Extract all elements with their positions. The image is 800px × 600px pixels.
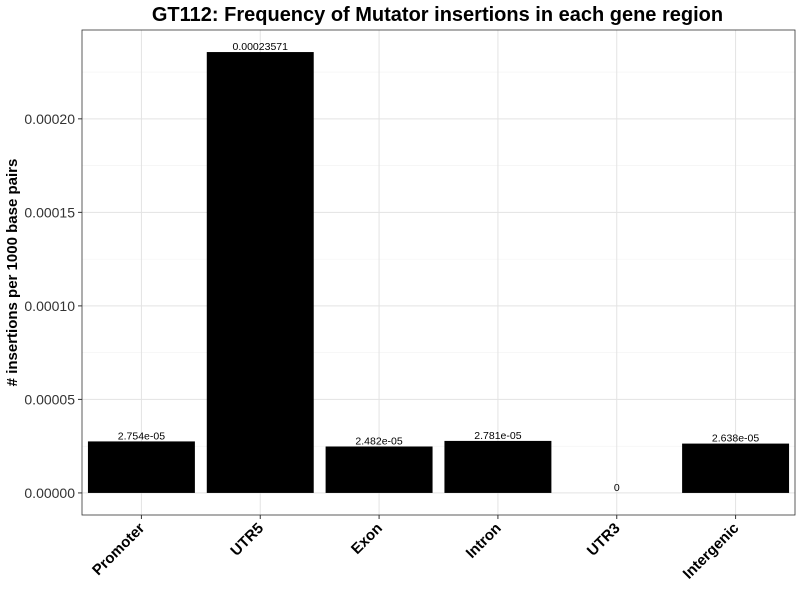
y-axis: 0.00000 0.00005 0.00010 0.00015 0.00020 [24,111,82,501]
chart-title: GT112: Frequency of Mutator insertions i… [152,4,723,26]
plot-panel-border [81,29,796,516]
bar-intergenic [682,443,790,493]
y-axis-title: # insertions per 1000 base pairs [4,159,21,387]
x-tick-label: Promoter [89,520,148,579]
bar-utr5 [206,52,314,493]
x-axis: Promoter UTR5 Exon Intron UTR3 Intergenic [89,515,742,583]
y-tick-label: 0.00010 [24,298,75,314]
bar-labels: 2.754e-05 0.00023571 2.482e-05 2.781e-05 0 2.… [118,41,760,494]
x-tick-label: Intergenic [680,520,743,583]
y-tick-label: 0.00005 [24,391,75,407]
bar-value-label: 2.638e-05 [712,433,759,445]
y-tick-label: 0.00000 [24,485,75,501]
y-tick-label: 0.00020 [24,111,75,127]
bar-value-label: 2.754e-05 [118,430,165,442]
bar-value-label: 2.781e-05 [474,430,521,442]
bar-exon [325,446,433,493]
x-tick-label: UTR5 [227,520,267,560]
bar-value-label: 2.482e-05 [355,436,402,448]
plot-panel-background [82,30,795,515]
y-tick-label: 0.00015 [24,204,75,220]
x-tick-label: Intron [463,520,505,562]
gridlines [82,30,795,515]
bar-value-label: 0 [614,482,620,494]
bar-intron [444,440,552,493]
x-tick-label: Exon [348,520,386,558]
bar-value-label: 0.00023571 [233,41,289,53]
bars [87,52,790,493]
x-tick-label: UTR3 [584,520,624,560]
bar-promoter [87,441,195,493]
